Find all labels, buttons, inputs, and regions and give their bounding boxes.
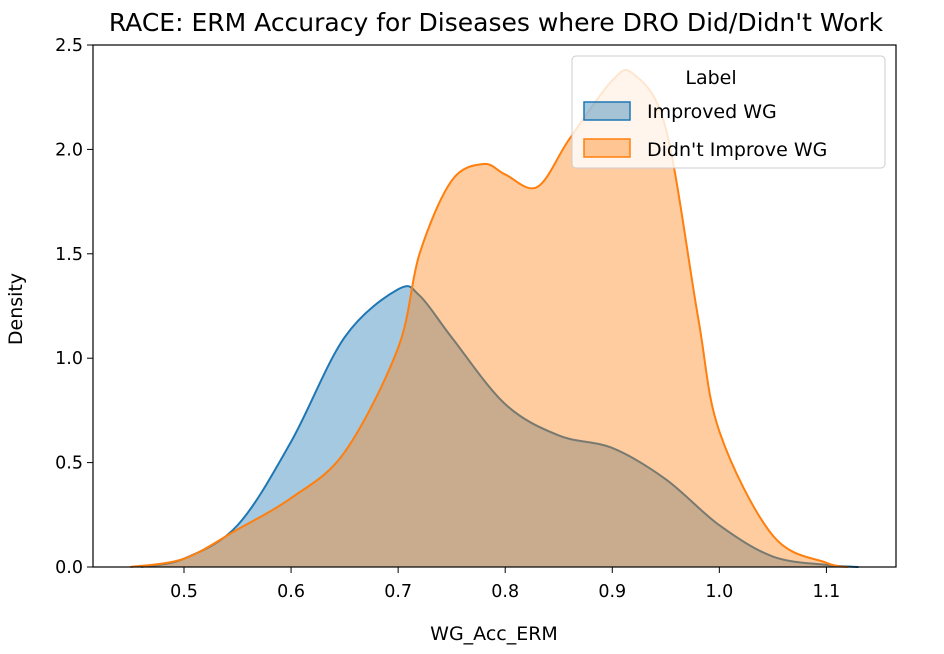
x-tick-label: 1.0: [705, 582, 733, 602]
x-axis-label: WG_Acc_ERM: [430, 623, 558, 645]
plot-area: [130, 68, 859, 568]
y-tick-label: 1.0: [55, 349, 83, 369]
x-tick-label: 0.7: [384, 582, 412, 602]
x-tick-label: 0.8: [491, 582, 519, 602]
y-tick-label: 2.0: [55, 140, 83, 160]
legend-box: [571, 55, 886, 169]
x-axis: 0.5 0.6 0.7 0.8 0.9 1.0 1.1: [170, 567, 840, 602]
density-area-didn-t-improve-wg: [130, 69, 848, 567]
legend: Label Improved WG Didn't Improve WG: [571, 55, 886, 169]
y-tick-label: 2.5: [55, 36, 83, 56]
chart-title: RACE: ERM Accuracy for Diseases where DR…: [109, 8, 884, 37]
x-tick-label: 0.5: [170, 582, 198, 602]
legend-title: Label: [685, 67, 736, 89]
x-tick-label: 0.9: [598, 582, 626, 602]
legend-swatch-improved-wg: [583, 101, 631, 121]
x-tick-label: 0.6: [277, 582, 305, 602]
x-tick-label: 1.1: [812, 582, 840, 602]
y-tick-label: 0.0: [55, 558, 83, 578]
legend-swatch-didnt-improve-wg: [583, 138, 631, 158]
legend-label-didnt-improve-wg: Didn't Improve WG: [647, 139, 827, 161]
y-axis: 0.0 0.5 1.0 1.5 2.0 2.5: [55, 36, 93, 578]
legend-label-improved-wg: Improved WG: [647, 101, 777, 123]
y-tick-label: 0.5: [55, 454, 83, 474]
density-area-improved-wg: [141, 286, 859, 567]
density-curve-didn-t-improve-wg: [130, 68, 849, 568]
y-tick-label: 1.5: [55, 245, 83, 265]
plot-frame: [92, 44, 897, 568]
density-curve-improved-wg: [140, 285, 859, 568]
y-axis-label: Density: [5, 273, 27, 345]
